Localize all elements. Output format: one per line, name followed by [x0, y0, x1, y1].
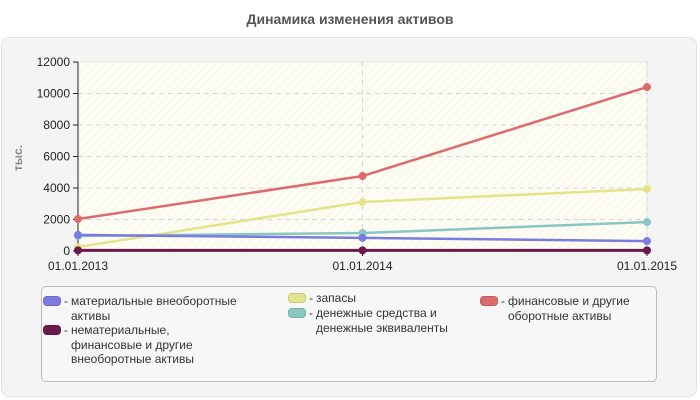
data-point[interactable]: [643, 218, 651, 227]
legend-item-current-assets[interactable]: - финансовые и другие оборотные активы: [480, 294, 655, 323]
legend-label: запасы: [316, 291, 356, 305]
data-point[interactable]: [358, 246, 367, 255]
line-chart: 0 2000 4000 6000 8000 10000 12000 01.01.2013 01…: [11, 55, 677, 273]
svg-text:2000: 2000: [43, 213, 70, 227]
data-point[interactable]: [358, 172, 367, 181]
legend-swatch: [43, 325, 61, 335]
legend-item-cash[interactable]: - денежные средства и денежные эквивален…: [288, 306, 478, 335]
svg-text:01.01.2013: 01.01.2013: [48, 259, 108, 273]
legend-label: материальные внеоборотные активы: [71, 294, 237, 323]
legend-item-tangible-assets[interactable]: - материальные внеоборотные активы: [43, 294, 258, 323]
legend-swatch: [43, 296, 61, 306]
svg-text:8000: 8000: [43, 118, 70, 132]
data-point[interactable]: [358, 233, 367, 242]
svg-text:4000: 4000: [43, 181, 70, 195]
data-point[interactable]: [643, 237, 651, 246]
svg-text:6000: 6000: [43, 150, 70, 164]
chart-title: Динамика изменения активов: [246, 11, 454, 27]
legend-item-intangible-assets[interactable]: - нематериальные, финансовые и другие вн…: [43, 323, 258, 367]
legend-label: денежные средства и денежные эквиваленты: [316, 306, 448, 335]
svg-text:12000: 12000: [37, 55, 71, 69]
svg-text:01.01.2014: 01.01.2014: [332, 259, 392, 273]
data-point[interactable]: [74, 230, 82, 239]
y-axis-label: тыс.: [11, 145, 25, 171]
legend-item-inventory[interactable]: - запасы: [288, 291, 478, 306]
svg-text:10000: 10000: [37, 87, 71, 101]
svg-text:01.01.2015: 01.01.2015: [617, 259, 677, 273]
data-point[interactable]: [74, 215, 82, 224]
legend-label: нематериальные, финансовые и другие внео…: [71, 323, 194, 366]
data-point[interactable]: [643, 184, 651, 193]
data-point[interactable]: [643, 246, 651, 255]
plot-area: [77, 61, 648, 252]
legend-swatch: [288, 308, 306, 318]
legend-swatch: [480, 296, 498, 306]
series-lines: [74, 83, 651, 255]
legend-label: финансовые и другие оборотные активы: [508, 294, 630, 323]
data-point[interactable]: [643, 83, 651, 92]
data-point[interactable]: [358, 198, 367, 207]
legend: - материальные внеоборотные активы - нем…: [41, 286, 657, 382]
legend-swatch: [288, 293, 306, 303]
data-point[interactable]: [74, 246, 82, 255]
svg-text:0: 0: [63, 244, 70, 258]
y-axis: 0 2000 4000 6000 8000 10000 12000: [37, 55, 79, 258]
